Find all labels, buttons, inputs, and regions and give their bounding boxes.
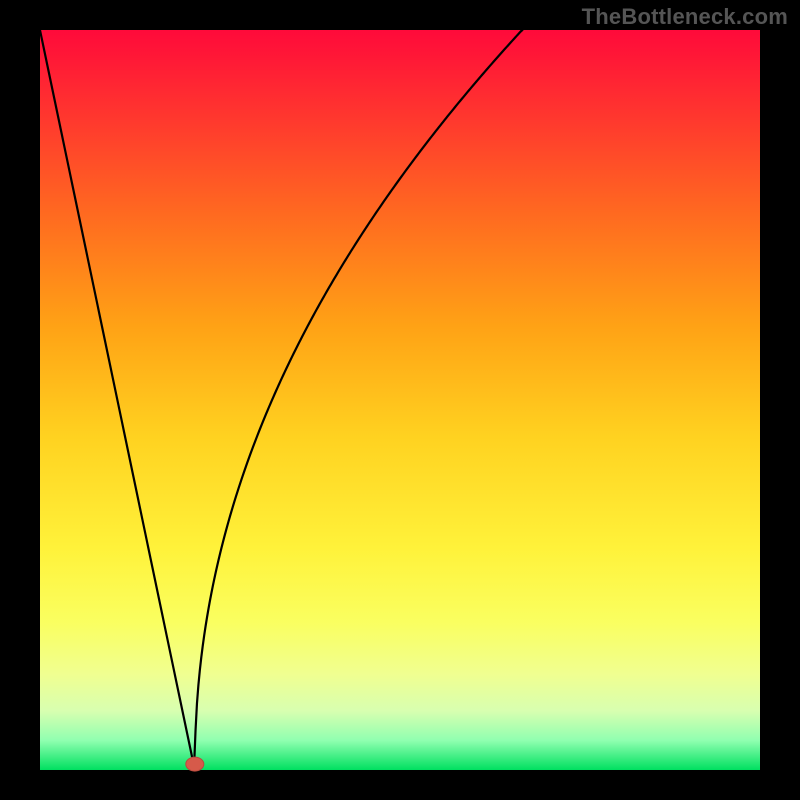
plot-area [40,30,760,770]
chart-container: TheBottleneck.com [0,0,800,800]
optimal-point-marker [186,757,204,771]
chart-svg [0,0,800,800]
